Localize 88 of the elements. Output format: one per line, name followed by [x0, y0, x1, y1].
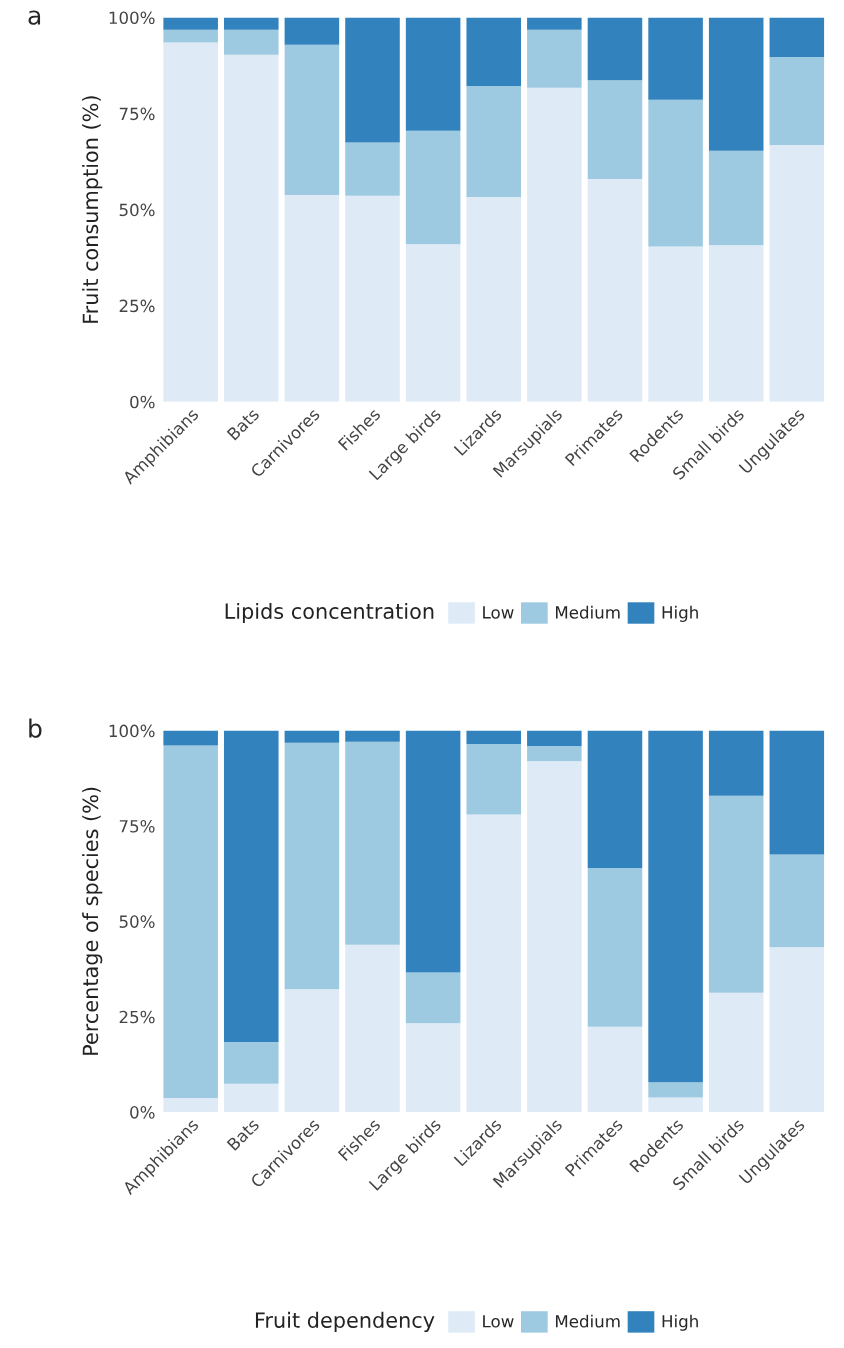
legend-label: Medium: [555, 605, 620, 619]
bar: [224, 17, 279, 30]
y-tick-label: 25%: [119, 1010, 155, 1024]
y-tick-label: 75%: [119, 107, 155, 121]
bar: [769, 730, 825, 855]
bar: [405, 730, 461, 973]
bar: [405, 17, 461, 131]
y-tick-label: 50%: [119, 915, 155, 928]
bar: [708, 245, 764, 402]
legend-title: Fruit dependency: [255, 1311, 435, 1332]
bar: [708, 17, 764, 151]
legend-title: Lipids concentration: [225, 602, 434, 624]
bar: [345, 730, 400, 742]
y-tick-label: 50%: [119, 203, 155, 217]
bar: [587, 80, 643, 179]
bar: [284, 17, 340, 45]
bar: [466, 17, 522, 86]
bar: [345, 142, 400, 196]
bar: [224, 1083, 279, 1113]
y-tick-label: 25%: [119, 299, 155, 313]
bar: [284, 989, 340, 1113]
chart-title: b: [29, 718, 42, 738]
bar: [769, 854, 825, 948]
legend-label: Low: [483, 606, 514, 619]
bar: [224, 54, 279, 402]
y-tick-label: 75%: [119, 819, 155, 833]
bar: [163, 745, 218, 1098]
bar: [648, 17, 703, 100]
y-tick-label: 0%: [130, 395, 155, 409]
chart-title: a: [28, 10, 41, 25]
bar: [587, 1026, 643, 1113]
bar: [708, 150, 764, 246]
bar: [769, 57, 825, 146]
y-tick-label: 0%: [130, 1106, 155, 1119]
bar: [345, 17, 400, 143]
bar: [527, 17, 582, 30]
bar: [284, 730, 340, 743]
bar: [163, 1097, 218, 1113]
bar: [708, 795, 764, 993]
bar: [587, 867, 643, 1027]
bar: [163, 42, 218, 402]
bar: [648, 1097, 703, 1113]
bar: [708, 730, 764, 796]
bar: [466, 814, 522, 1113]
bar: [405, 1023, 461, 1113]
bar: [405, 130, 461, 245]
bar: [466, 730, 522, 744]
bar: [527, 730, 582, 746]
bar: [769, 947, 825, 1113]
legend-label: Medium: [555, 1314, 620, 1328]
bar: [587, 730, 643, 868]
y-tick-label: 100%: [109, 724, 155, 738]
bar: [224, 1041, 279, 1084]
bar: [405, 244, 461, 402]
bar: [405, 972, 461, 1024]
bar: [587, 178, 643, 402]
bar: [224, 730, 279, 1042]
y-tick-label: 100%: [109, 11, 155, 25]
legend-label: High: [662, 1314, 698, 1331]
bar: [466, 85, 522, 197]
bar: [648, 1082, 703, 1098]
bar: [345, 195, 400, 402]
bar: [284, 742, 340, 990]
bar: [345, 944, 400, 1113]
legend-label: High: [662, 605, 698, 622]
bar: [527, 87, 582, 402]
bar: [163, 730, 218, 746]
bar: [284, 195, 340, 402]
bar: [769, 145, 825, 402]
bar: [648, 730, 703, 1083]
bar: [163, 17, 218, 30]
bar: [163, 29, 218, 43]
bar: [345, 741, 400, 945]
bar: [527, 29, 582, 88]
y-axis-title: Fruit consumption (%): [82, 96, 103, 323]
y-axis-title: Percentage of species (%): [82, 787, 103, 1055]
bar: [466, 743, 522, 815]
bar: [769, 17, 825, 58]
bar: [224, 29, 279, 55]
bar: [527, 761, 582, 1113]
bar: [466, 196, 522, 402]
bar: [708, 992, 764, 1113]
bar: [284, 44, 340, 196]
legend-label: Low: [483, 1315, 514, 1328]
bar: [587, 17, 643, 81]
bar: [527, 745, 582, 762]
bar: [648, 99, 703, 247]
bar: [648, 246, 703, 402]
